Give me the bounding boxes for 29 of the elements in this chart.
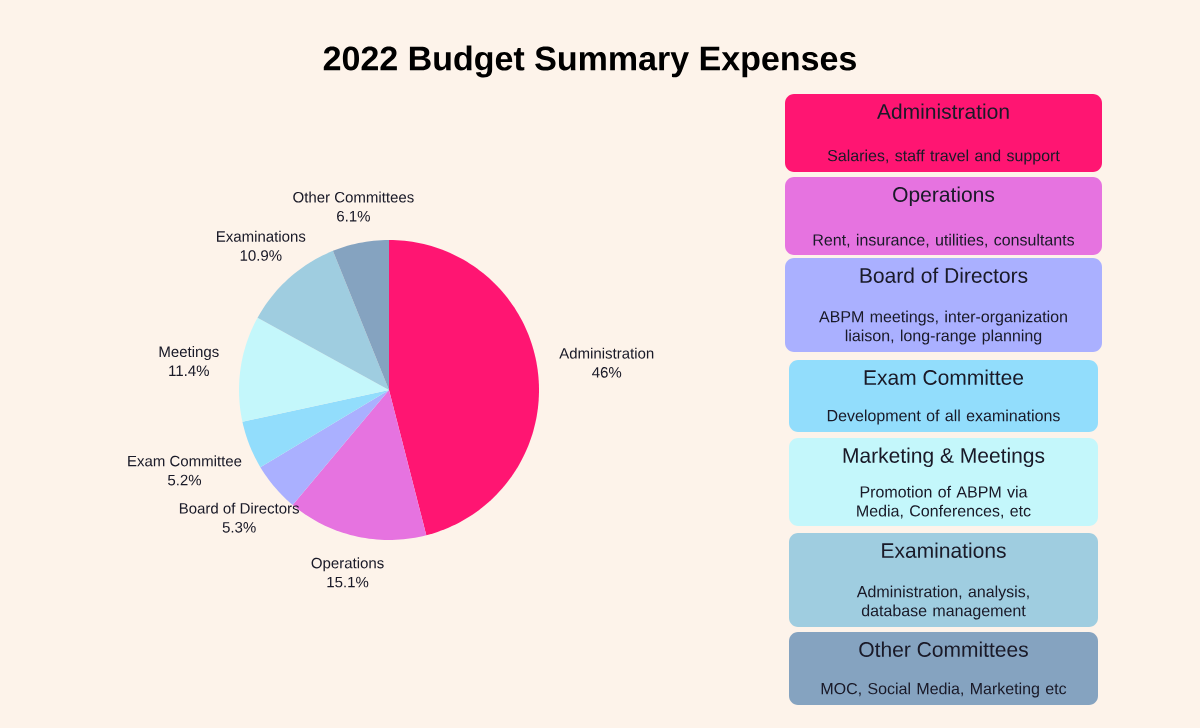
data-label: 11.4% bbox=[169, 365, 209, 376]
category-label: Exam Committee bbox=[864, 369, 1024, 385]
slice-label: Administration bbox=[559, 347, 654, 359]
slice-label: Examinations bbox=[217, 230, 306, 242]
text: Administration, analysis, database management bbox=[856, 585, 1029, 620]
slice-label: Operations bbox=[311, 557, 384, 572]
category-label: Operations bbox=[893, 186, 995, 207]
category-label: Other Committees bbox=[859, 641, 1028, 657]
text: ABPM meetings, inter-organization liaison, long-range planning bbox=[819, 310, 1067, 345]
slice-label: Meetings bbox=[159, 346, 219, 361]
data-label: 15.1% bbox=[327, 576, 369, 588]
category-label: Board of Directors bbox=[860, 267, 1028, 283]
text: MOC, Social Media, Marketing etc bbox=[821, 682, 1067, 698]
data-label: 6.1% bbox=[337, 210, 370, 222]
chart-title: 2022 Budget Summary Expenses bbox=[323, 45, 856, 78]
category-label: Marketing & Meetings bbox=[843, 447, 1045, 468]
text: Development of all examinations bbox=[827, 409, 1060, 425]
slice-label: Exam Committee bbox=[128, 455, 242, 467]
data-label: 5.3% bbox=[222, 522, 256, 533]
text: Salaries, staff travel and support bbox=[827, 149, 1060, 165]
slice-label: Other Committees bbox=[293, 191, 414, 203]
slice-label: Board of Directors bbox=[179, 502, 300, 514]
text: Promotion of ABPM via Media, Conferences, etc bbox=[857, 485, 1031, 519]
data-label: 46% bbox=[592, 367, 622, 378]
data-label: 10.9% bbox=[240, 250, 282, 261]
category-label: Examinations bbox=[882, 542, 1006, 558]
data-label: 5.2% bbox=[168, 474, 202, 486]
text: Rent, insurance, utilities, consultants bbox=[813, 233, 1075, 248]
category-label: Administration bbox=[877, 103, 1009, 119]
